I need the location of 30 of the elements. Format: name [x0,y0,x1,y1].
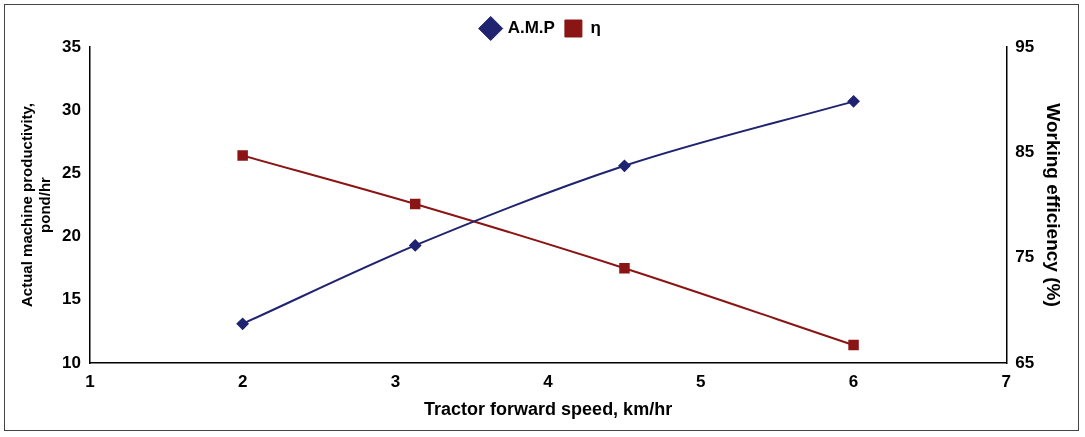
point [409,239,422,252]
y2-tick-label: 85 [1015,142,1035,162]
y-axis-title: Actual machine productivity, pond/hr [18,103,54,307]
x-axis-title: Tractor forward speed, km/hr [424,399,673,420]
x-tick-label: 7 [1001,371,1012,391]
point [618,159,631,172]
y-tick-label: 25 [61,163,81,183]
y-tick-label: 15 [61,289,81,309]
y-tick-label: 10 [61,352,81,372]
point [237,150,248,161]
legend-label: A.M.P [507,18,555,38]
x-tick-label: 4 [543,371,554,391]
point [236,317,249,330]
point [619,262,630,274]
y-tick-label: 35 [61,36,81,56]
y-tick-label: 30 [61,99,81,119]
x-tick-label: 5 [696,371,706,391]
point [409,198,421,210]
x-tick-label: 2 [237,371,248,391]
y2-tick-label: 65 [1015,352,1035,372]
y-tick-label: 20 [61,226,81,246]
y2-axis-title: Working efficiency (%) [1043,103,1065,307]
point [848,339,859,351]
point [847,95,860,108]
y2-tick-label: 75 [1015,247,1035,267]
y2-tick-label: 95 [1015,36,1035,56]
x-tick-label: 1 [85,371,95,391]
legend-label: η [590,18,601,38]
x-tick-label: 6 [848,371,859,391]
x-tick-label: 3 [390,371,401,391]
